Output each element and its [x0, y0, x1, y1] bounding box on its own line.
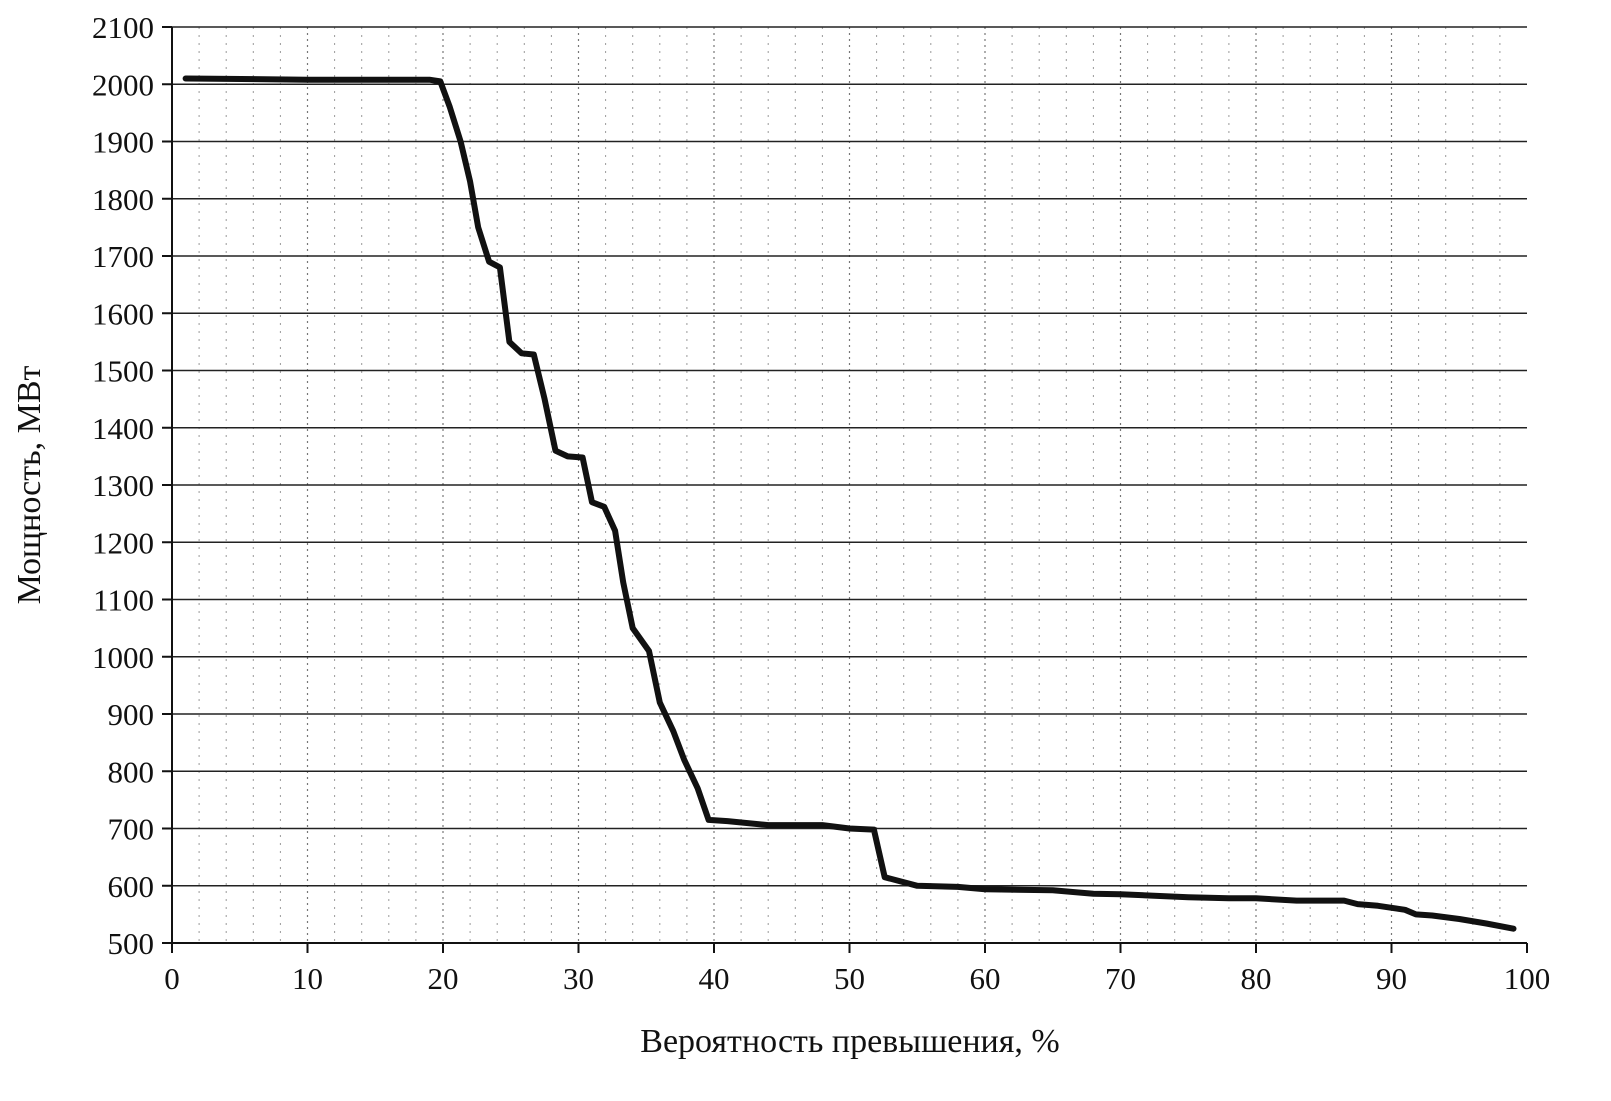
x-tick-label: 70 [1105, 961, 1136, 996]
y-tick-label: 1000 [92, 640, 154, 675]
y-tick-label: 1100 [93, 583, 154, 618]
y-tick-label: 2000 [92, 67, 154, 102]
y-tick-label: 1200 [92, 525, 154, 560]
y-axis-title: Мощность, МВт [11, 365, 48, 604]
x-tick-label: 40 [699, 961, 730, 996]
y-tick-labels: 500 600 700 800 900 1000 1100 1200 1300 1400 1500 1… [92, 10, 154, 961]
y-tick-label: 1700 [92, 239, 154, 274]
y-tick-label: 1900 [92, 125, 154, 160]
y-tick-label: 1300 [92, 468, 154, 503]
x-tick-label: 20 [428, 961, 459, 996]
y-tick-label: 800 [108, 754, 155, 789]
y-tick-label: 500 [108, 926, 155, 961]
x-axis-title: Вероятность превышения, % [640, 1023, 1059, 1060]
x-tick-label: 50 [834, 961, 865, 996]
major-grid [172, 26, 1527, 943]
x-tick-label: 30 [563, 961, 594, 996]
x-tick-label: 10 [292, 961, 323, 996]
x-tick-label: 80 [1241, 961, 1272, 996]
y-tick-label: 900 [108, 697, 155, 732]
y-tick-label: 1500 [92, 354, 154, 389]
x-tick-label: 60 [970, 961, 1001, 996]
axes [162, 26, 1528, 953]
x-tick-label: 100 [1504, 961, 1551, 996]
y-tick-label: 700 [108, 812, 155, 847]
series-line [182, 75, 1517, 932]
y-tick-label: 1800 [92, 182, 154, 217]
x-tick-label: 90 [1376, 961, 1407, 996]
y-tick-label: 600 [108, 869, 155, 904]
x-tick-label: 0 [164, 961, 180, 996]
y-tick-label: 1600 [92, 296, 154, 331]
y-tick-label: 1400 [92, 411, 154, 446]
x-tick-labels: 0 10 20 30 40 50 60 70 80 90 100 [164, 961, 1550, 996]
series-layer [182, 75, 1517, 932]
y-tick-label: 2100 [92, 10, 154, 45]
